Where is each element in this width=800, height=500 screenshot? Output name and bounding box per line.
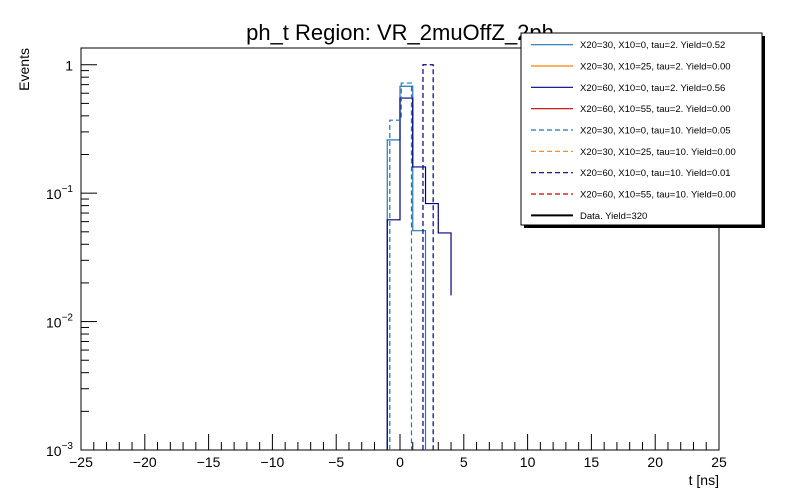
x-tick-label: 5: [460, 454, 468, 470]
x-tick-label: 0: [396, 454, 404, 470]
series-line-6: [422, 64, 434, 450]
y-axis-label: Events: [16, 48, 32, 91]
y-tick-label: 1: [65, 58, 73, 74]
y-tick-label: 10−2: [46, 313, 73, 331]
y-tick-label: 10−3: [46, 441, 73, 459]
x-tick-label: −25: [69, 454, 93, 470]
x-tick-label: −10: [261, 454, 285, 470]
x-tick-label: −15: [197, 454, 221, 470]
x-tick-label: 10: [520, 454, 536, 470]
legend-entry-6: X20=60, X10=0, tau=10. Yield=0.01: [580, 168, 731, 179]
x-tick-label: −5: [328, 454, 344, 470]
legend-entry-4: X20=30, X10=0, tau=10. Yield=0.05: [580, 126, 731, 137]
x-tick-label: 15: [584, 454, 600, 470]
x-tick-label: 25: [711, 454, 727, 470]
x-tick-label: 20: [647, 454, 663, 470]
legend-entry-2: X20=60, X10=0, tau=2. Yield=0.56: [580, 83, 725, 94]
legend-entry-7: X20=60, X10=55, tau=10. Yield=0.00: [580, 190, 736, 201]
legend-entry-1: X20=30, X10=25, tau=2. Yield=0.00: [580, 62, 731, 73]
plot-area: −25 −20 −15 −10 −5 0 5 10 15 20 25 1 10−1 10−2 10−3: [46, 47, 727, 470]
y-tick-label: 10−1: [46, 184, 73, 202]
series-line-2: [386, 97, 452, 450]
legend: X20=30, X10=0, tau=2. Yield=0.52 X20=30, …: [520, 32, 765, 228]
x-tick-label: −20: [133, 454, 157, 470]
x-axis-label: t [ns]: [689, 472, 719, 488]
legend-entry-0: X20=30, X10=0, tau=2. Yield=0.52: [580, 40, 725, 51]
legend-entry-3: X20=60, X10=55, tau=2. Yield=0.00: [580, 104, 731, 115]
legend-entry-5: X20=30, X10=25, tau=10. Yield=0.00: [580, 147, 736, 158]
series-line-4: [389, 82, 413, 450]
legend-box: [520, 32, 763, 226]
chart-title: ph_t Region: VR_2muOffZ_2ph: [246, 20, 554, 45]
legend-entry-8: Data. Yield=320: [580, 211, 647, 222]
